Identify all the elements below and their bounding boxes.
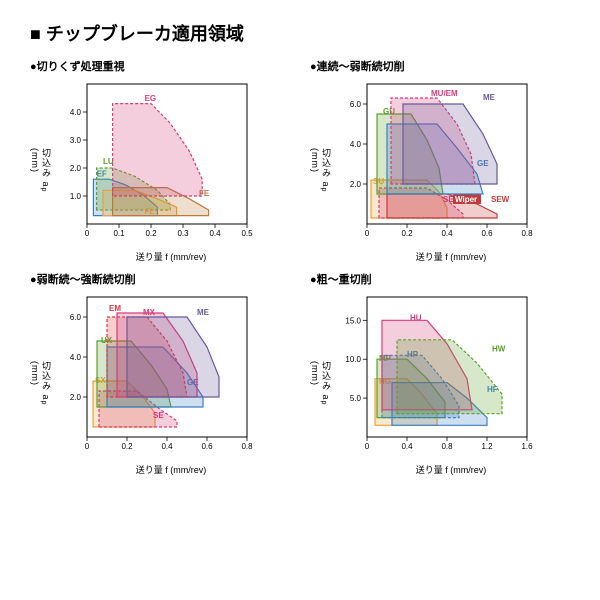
page-title: ■ チップブレーカ適用領域 (30, 20, 570, 46)
region-label-MU/EM: MU/EM (431, 89, 458, 98)
chart-3-svg: HGMPHPHFHUHW00.40.81.21.65.010.015.0 (335, 291, 535, 461)
chart-title-1: ●連続～弱断続切削 (310, 58, 570, 74)
x-axis-label: 送り量 f (mm/rev) (335, 463, 535, 476)
ytick-label: 4.0 (350, 140, 362, 149)
ytick-label: 4.0 (70, 353, 82, 362)
chart-canvas-3: HGMPHPHFHUHW00.40.81.21.65.010.015.0 送り量… (335, 291, 535, 476)
region-label-Wiper: Wiper (455, 195, 477, 204)
ytick-label: 6.0 (70, 313, 82, 322)
x-axis-label: 送り量 f (mm/rev) (335, 250, 535, 263)
y-axis-label: 切込み ap(mm) (30, 361, 53, 405)
ytick-label: 1.0 (70, 192, 82, 201)
xtick-label: 0.6 (481, 229, 493, 238)
region-label-HU: HU (410, 313, 422, 322)
ytick-label: 10.0 (345, 355, 361, 364)
chart-wrap-3: 切込み ap(mm) HGMPHPHFHUHW00.40.81.21.65.01… (310, 291, 570, 476)
xtick-label: 0.2 (121, 442, 133, 451)
region-label-ME: ME (483, 93, 496, 102)
xtick-label: 0.1 (113, 229, 125, 238)
ytick-label: 2.0 (70, 393, 82, 402)
xtick-label: 0.8 (241, 442, 253, 451)
ytick-label: 4.0 (70, 108, 82, 117)
chart-wrap-1: 切込み ap(mm) SUSESEWWiperGUGEMU/EMME00.20.… (310, 78, 570, 263)
ytick-label: 15.0 (345, 316, 361, 325)
ytick-label: 5.0 (350, 394, 362, 403)
chart-title-2: ●弱断続～強断続切削 (30, 271, 290, 287)
xtick-label: 0.2 (145, 229, 157, 238)
xtick-label: 0 (85, 229, 90, 238)
charts-grid: ●切りくず処理重視 切込み ap(mm) EFLUFLFEEG00.10.20.… (30, 58, 570, 476)
region-label-EM: EM (109, 304, 121, 313)
ytick-label: 3.0 (70, 136, 82, 145)
y-axis-label: 切込み ap(mm) (310, 361, 333, 405)
region-ME (403, 104, 497, 184)
xtick-label: 0.5 (241, 229, 253, 238)
xtick-label: 0.8 (441, 442, 453, 451)
chart-block-0: ●切りくず処理重視 切込み ap(mm) EFLUFLFEEG00.10.20.… (30, 58, 290, 263)
xtick-label: 0.8 (521, 229, 533, 238)
x-axis-label: 送り量 f (mm/rev) (55, 463, 255, 476)
region-label-EG: EG (145, 94, 157, 103)
chart-block-3: ●粗～重切削 切込み ap(mm) HGMPHPHFHUHW00.40.81.2… (310, 271, 570, 476)
region-ME (127, 317, 219, 397)
xtick-label: 0.4 (161, 442, 173, 451)
chart-block-1: ●連続～弱断続切削 切込み ap(mm) SUSESEWWiperGUGEMU/… (310, 58, 570, 263)
region-label-ME: ME (197, 308, 210, 317)
xtick-label: 0.4 (441, 229, 453, 238)
xtick-label: 0 (365, 442, 370, 451)
xtick-label: 0.2 (401, 229, 413, 238)
xtick-label: 1.2 (481, 442, 493, 451)
xtick-label: 1.6 (521, 442, 533, 451)
xtick-label: 0.6 (201, 442, 213, 451)
y-axis-label: 切込み ap(mm) (310, 148, 333, 192)
chart-1-svg: SUSESEWWiperGUGEMU/EMME00.20.40.60.82.04… (335, 78, 535, 248)
region-label-SE: SE (153, 411, 164, 420)
chart-canvas-0: EFLUFLFEEG00.10.20.30.40.51.02.03.04.0 送… (55, 78, 255, 263)
ytick-label: 2.0 (70, 164, 82, 173)
chart-wrap-0: 切込み ap(mm) EFLUFLFEEG00.10.20.30.40.51.0… (30, 78, 290, 263)
chart-canvas-1: SUSESEWWiperGUGEMU/EMME00.20.40.60.82.04… (335, 78, 535, 263)
x-axis-label: 送り量 f (mm/rev) (55, 250, 255, 263)
region-label-SEW: SEW (491, 195, 510, 204)
chart-block-2: ●弱断続～強断続切削 切込み ap(mm) SXSEUXGEEMMXME00.2… (30, 271, 290, 476)
xtick-label: 0 (365, 229, 370, 238)
xtick-label: 0.3 (177, 229, 189, 238)
xtick-label: 0.4 (401, 442, 413, 451)
ytick-label: 2.0 (350, 180, 362, 189)
chart-wrap-2: 切込み ap(mm) SXSEUXGEEMMXME00.20.40.60.82.… (30, 291, 290, 476)
xtick-label: 0.4 (209, 229, 221, 238)
region-label-HW: HW (492, 344, 506, 353)
y-axis-label: 切込み ap(mm) (30, 148, 53, 192)
chart-0-svg: EFLUFLFEEG00.10.20.30.40.51.02.03.04.0 (55, 78, 255, 248)
chart-title-3: ●粗～重切削 (310, 271, 570, 287)
chart-2-svg: SXSEUXGEEMMXME00.20.40.60.82.04.06.0 (55, 291, 255, 461)
chart-title-0: ●切りくず処理重視 (30, 58, 290, 74)
xtick-label: 0 (85, 442, 90, 451)
region-HW (397, 340, 502, 414)
region-label-MX: MX (143, 308, 156, 317)
region-EG (113, 104, 203, 196)
chart-canvas-2: SXSEUXGEEMMXME00.20.40.60.82.04.06.0 送り量… (55, 291, 255, 476)
ytick-label: 6.0 (350, 100, 362, 109)
